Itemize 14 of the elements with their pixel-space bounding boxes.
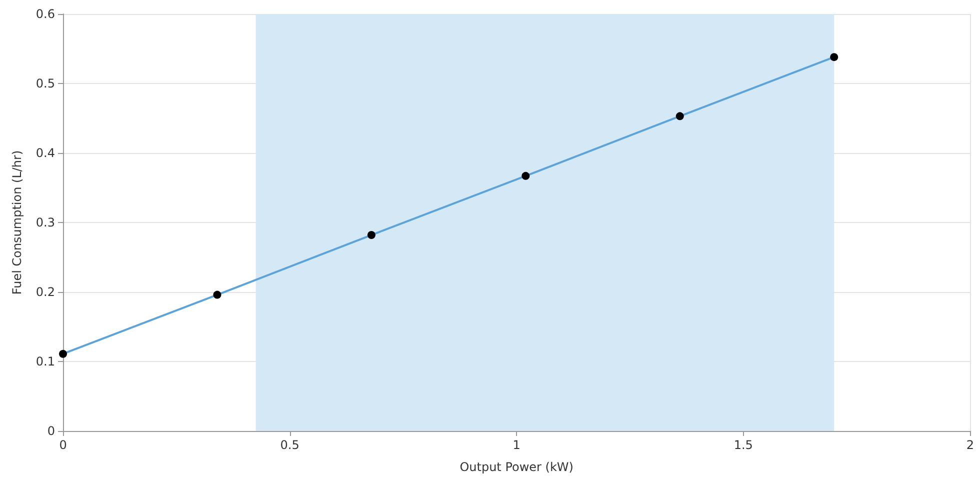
y-tick-label: 0.2 (36, 285, 55, 299)
x-axis-title: Output Power (kW) (460, 460, 574, 474)
y-tick-label: 0.1 (36, 354, 55, 368)
y-axis-title: Fuel Consumption (L/hr) (10, 150, 24, 295)
x-tick-label: 0 (59, 438, 67, 452)
x-tick-label: 1 (512, 438, 520, 452)
x-tick-label: 1.5 (734, 438, 753, 452)
y-tick-label: 0.5 (36, 76, 55, 90)
x-tick-label: 0.5 (280, 438, 300, 452)
y-tick-label: 0.3 (36, 216, 55, 230)
y-tick-label: 0.6 (36, 7, 55, 21)
y-tick-label: 0 (47, 424, 55, 438)
y-tick-label: 0.4 (36, 146, 55, 160)
x-tick-label: 2 (966, 438, 974, 452)
